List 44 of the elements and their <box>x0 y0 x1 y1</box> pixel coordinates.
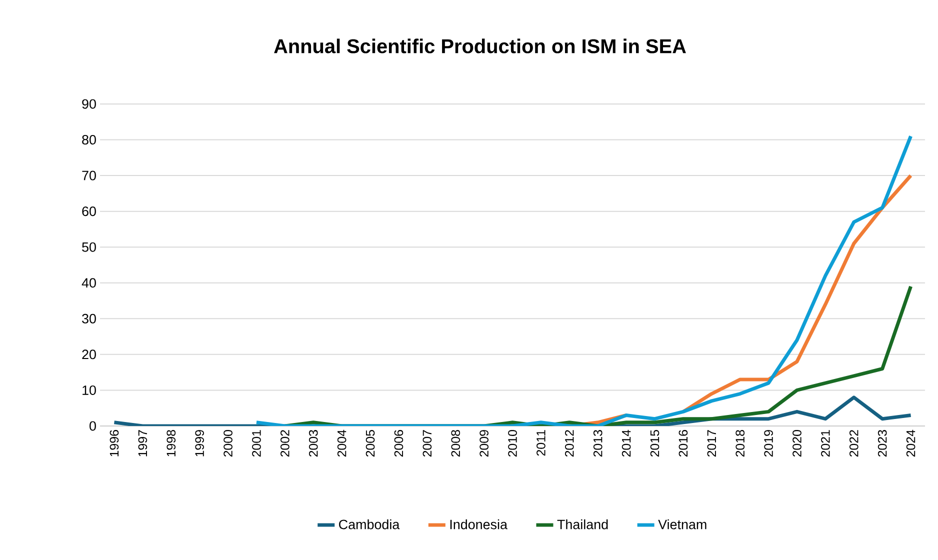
x-tick-label: 2002 <box>280 430 290 457</box>
x-tick-label: 2001 <box>252 430 261 457</box>
x-tick-label: 2003 <box>308 430 318 457</box>
x-tick-label: 2019 <box>764 430 773 457</box>
x-tick-label: 2022 <box>849 430 858 457</box>
x-tick-label: 2005 <box>366 430 375 457</box>
y-tick-label: 60 <box>82 206 96 216</box>
x-tick-label: 2024 <box>906 430 916 457</box>
x-tick-label: 1998 <box>166 430 176 456</box>
x-tick-label: 2017 <box>707 430 716 457</box>
x-tick-label: 2016 <box>678 430 688 457</box>
y-tick-label: 70 <box>82 170 96 180</box>
x-tick-label: 2004 <box>337 430 346 457</box>
x-tick-label: 2011 <box>536 430 546 456</box>
y-tick-label: 50 <box>82 242 96 252</box>
x-tick-label: 1996 <box>110 430 119 456</box>
x-tick-label: 2023 <box>878 430 887 457</box>
y-tick-label: 0 <box>90 421 96 431</box>
y-tick-label: 30 <box>82 314 96 324</box>
x-tick-label: 2006 <box>394 430 404 457</box>
x-tick-label: 2012 <box>565 430 574 457</box>
y-tick-label: 20 <box>82 350 96 360</box>
x-tick-label: 1999 <box>195 430 204 456</box>
x-tick-label: 2007 <box>422 430 432 457</box>
x-tick-label: 2000 <box>224 430 232 457</box>
x-tick-label: 2021 <box>821 430 830 457</box>
x-tick-label: 1997 <box>138 430 148 456</box>
legend-label: Thailand <box>557 519 608 530</box>
x-tick-label: 2009 <box>480 430 488 457</box>
x-tick-label: 2014 <box>622 430 631 457</box>
legend-label: Cambodia <box>339 519 400 530</box>
chart-title: Annual Scientific Production on ISM in SEA <box>274 38 686 54</box>
y-tick-label: 90 <box>82 99 96 109</box>
x-tick-label: 2008 <box>451 430 460 457</box>
legend-label: Indonesia <box>450 519 508 530</box>
y-tick-label: 10 <box>82 385 96 395</box>
x-tick-label: 2015 <box>650 430 660 457</box>
legend-label: Vietnam <box>658 519 706 530</box>
x-tick-label: 2020 <box>792 430 802 457</box>
y-tick-label: 40 <box>82 278 96 288</box>
y-tick-label: 80 <box>82 135 96 145</box>
x-tick-label: 2018 <box>736 430 745 457</box>
x-tick-label: 2010 <box>508 430 517 457</box>
x-tick-label: 2013 <box>593 430 602 457</box>
